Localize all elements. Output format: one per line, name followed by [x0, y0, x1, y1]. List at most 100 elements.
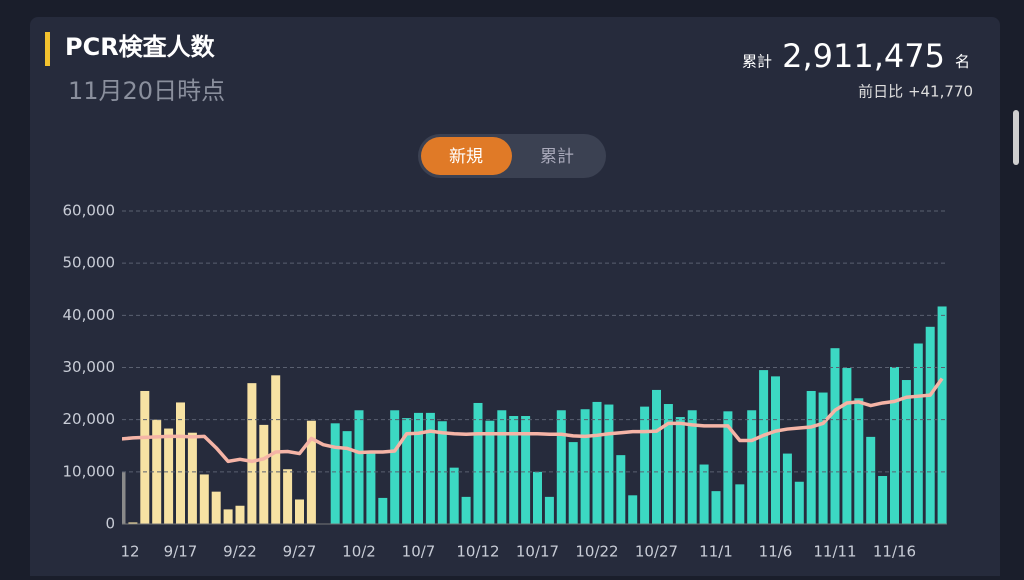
x-tick-label: 10/12 — [456, 543, 499, 561]
scrollbar[interactable] — [1013, 110, 1019, 165]
bar — [354, 410, 364, 524]
plot — [122, 306, 947, 524]
bar — [675, 417, 685, 524]
bar — [128, 522, 138, 524]
bar — [437, 421, 447, 524]
bar — [782, 453, 792, 524]
bar — [592, 401, 602, 524]
total-label: 累計 — [742, 53, 772, 71]
bar — [378, 497, 388, 524]
y-tick-label: 50,000 — [63, 254, 116, 272]
bar — [140, 390, 150, 524]
title: PCR検査人数 — [65, 33, 216, 61]
subtitle: 11月20日時点 — [68, 77, 225, 105]
bar — [890, 366, 899, 524]
bar — [306, 420, 316, 524]
bar — [735, 484, 745, 524]
bar — [271, 375, 281, 524]
bar — [616, 455, 626, 524]
bar — [901, 380, 911, 524]
y-tick-label: 0 — [105, 515, 115, 533]
bar — [449, 467, 459, 524]
bar — [187, 432, 197, 524]
bar — [687, 410, 697, 524]
x-tick-label: 10/7 — [402, 543, 436, 561]
tab[interactable]: 新規 — [449, 147, 483, 167]
bar — [913, 343, 923, 524]
bar — [402, 418, 412, 524]
bar — [842, 368, 852, 524]
bar — [342, 431, 352, 524]
bar — [794, 481, 804, 524]
x-tick-label: 10/27 — [635, 543, 678, 561]
bar — [414, 412, 423, 524]
bar — [878, 476, 888, 524]
bar — [390, 410, 400, 524]
x-tick-label: 11/6 — [759, 543, 793, 561]
bar — [604, 404, 614, 524]
bar — [652, 389, 661, 524]
bar — [521, 416, 531, 524]
x-tick-label: 11/16 — [873, 543, 916, 561]
bar — [295, 499, 304, 524]
bar — [152, 419, 162, 524]
bar — [509, 416, 519, 524]
tab[interactable]: 累計 — [540, 147, 574, 167]
bar — [366, 452, 376, 524]
bar — [330, 423, 340, 524]
bar — [176, 402, 185, 524]
bar — [122, 471, 126, 524]
bar — [771, 376, 780, 524]
bar — [544, 496, 554, 524]
bar — [283, 469, 293, 524]
bar — [818, 392, 828, 524]
y-tick-label: 30,000 — [63, 358, 116, 376]
y-tick-label: 20,000 — [63, 410, 116, 428]
bar — [663, 404, 673, 524]
x-tick-label: 9/22 — [223, 543, 257, 561]
x-tick-label: 11/11 — [813, 543, 856, 561]
bar — [806, 390, 816, 524]
x-tick-label: 10/2 — [342, 543, 376, 561]
bar — [937, 306, 947, 524]
bar — [259, 424, 269, 524]
y-tick-label: 60,000 — [63, 202, 116, 220]
bar — [568, 442, 578, 524]
bar — [854, 398, 864, 524]
x-tick-label: 11/1 — [699, 543, 733, 561]
bar — [199, 474, 209, 524]
bar — [211, 491, 221, 524]
bar — [556, 410, 566, 524]
diff: 前日比 +41,770 — [858, 83, 973, 101]
total-unit: 名 — [955, 53, 970, 71]
tab-active[interactable] — [421, 137, 512, 175]
bar — [485, 420, 495, 524]
bar — [533, 471, 542, 524]
y-tick-label: 40,000 — [63, 306, 116, 324]
x-tick-label: 10/17 — [516, 543, 559, 561]
x-tick-label: 9/17 — [164, 543, 198, 561]
x-tick-label: 12 — [120, 543, 139, 561]
bar — [925, 326, 935, 524]
bar — [699, 464, 709, 524]
bar — [628, 495, 638, 524]
average-line — [122, 377, 944, 464]
bar — [223, 509, 233, 524]
bar — [164, 428, 174, 524]
title-marker — [45, 32, 50, 66]
x-tick-label: 10/22 — [575, 543, 618, 561]
bar — [425, 412, 435, 524]
bar — [247, 383, 257, 524]
bar — [866, 436, 876, 524]
bar — [497, 410, 507, 524]
total-value: 2,911,475 — [782, 37, 945, 75]
bar — [640, 406, 650, 524]
bar — [747, 410, 757, 524]
bar — [235, 505, 245, 524]
x-tick-label: 9/27 — [283, 543, 317, 561]
bar — [473, 402, 483, 524]
bar — [759, 370, 769, 524]
bar — [711, 491, 721, 524]
